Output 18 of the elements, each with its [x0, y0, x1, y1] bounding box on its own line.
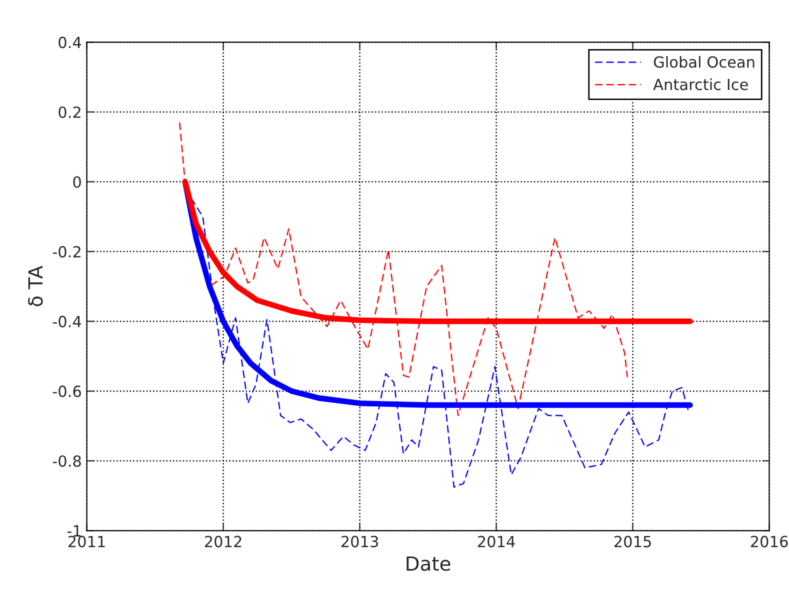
x-tick-label: 2014: [478, 536, 515, 548]
x-tick-label: 2011: [68, 536, 105, 548]
y-tick-label: -0.2: [52, 246, 80, 258]
y-tick-label: 0: [73, 176, 81, 188]
y-axis-title: δ TA: [28, 266, 43, 306]
y-tick-label: -0.6: [52, 386, 81, 398]
y-tick-label: 0.2: [58, 106, 80, 118]
y-tick-label: 0.4: [58, 36, 82, 48]
y-tick-label: -0.4: [52, 316, 82, 328]
x-tick-label: 2012: [204, 536, 242, 548]
y-tick-label: -1: [67, 525, 81, 536]
x-axis-title: Date: [406, 556, 450, 571]
legend-label: Global Ocean: [654, 56, 754, 68]
x-tick-label: 2013: [341, 536, 378, 548]
y-tick-label: -0.8: [52, 455, 81, 467]
x-tick-label: 2015: [614, 536, 651, 548]
x-tick-label: 2016: [750, 536, 788, 548]
legend-label: Antarctic Ice: [653, 78, 748, 90]
